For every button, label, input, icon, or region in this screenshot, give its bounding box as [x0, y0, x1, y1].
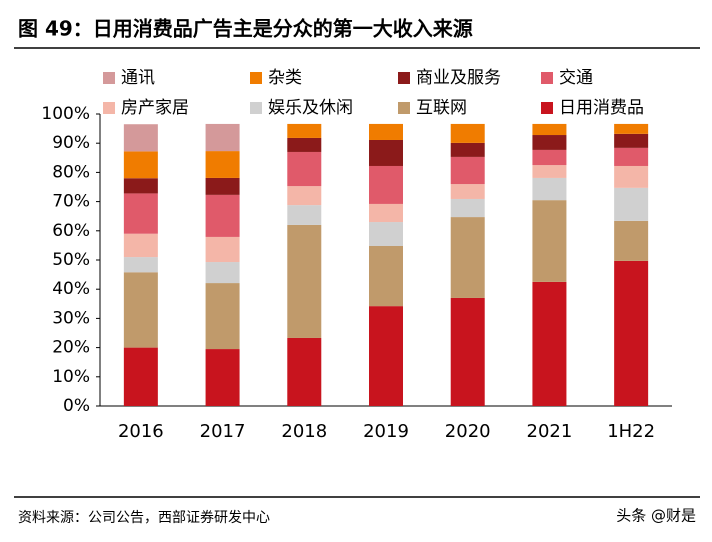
y-tick-label: 0%	[63, 396, 90, 416]
bar-segment	[287, 224, 322, 338]
bar-segment	[205, 236, 240, 263]
x-tick-label: 2019	[363, 421, 409, 442]
bar-segment	[287, 337, 322, 406]
legend-swatch	[103, 72, 115, 84]
bar-segment	[205, 349, 240, 406]
bar-segment	[450, 297, 485, 406]
bar-segment	[614, 133, 649, 148]
x-tick-label: 2020	[445, 421, 491, 442]
legend-swatch	[398, 72, 410, 84]
bar-segment	[205, 283, 240, 350]
bar-segment	[123, 272, 158, 348]
y-tick-label: 50%	[52, 250, 90, 270]
bar-segment	[287, 186, 322, 206]
bar-segment	[205, 177, 240, 195]
legend-swatch	[250, 102, 262, 114]
bar-segment	[369, 139, 403, 166]
legend-label: 交通	[559, 68, 593, 88]
bar-segment	[532, 165, 567, 178]
bar-segment	[123, 193, 158, 234]
bar-segment	[369, 245, 403, 307]
bar-segment	[369, 222, 403, 246]
bar-segment	[614, 260, 649, 406]
bar-segment	[450, 217, 485, 298]
bar-segment	[205, 194, 240, 237]
bar-segment	[532, 135, 567, 150]
y-tick-label: 60%	[52, 221, 90, 241]
y-tick-label: 20%	[52, 338, 90, 358]
legend-label: 互联网	[416, 98, 467, 118]
bar-segment	[123, 178, 158, 194]
y-tick-label: 90%	[52, 133, 90, 153]
y-tick-label: 40%	[52, 279, 90, 299]
bar-segment	[287, 205, 322, 225]
bar-segment	[205, 123, 240, 152]
bar-segment	[614, 187, 649, 221]
legend-label: 娱乐及休闲	[268, 98, 353, 118]
bar-segment	[123, 124, 158, 152]
watermark: 头条 @财是	[616, 507, 696, 525]
legend-swatch	[541, 102, 553, 114]
y-tick-label: 30%	[52, 308, 90, 328]
bar-segment	[532, 200, 567, 282]
bar-segment	[450, 198, 485, 218]
bar-segment	[123, 257, 158, 273]
bar-segment	[614, 123, 649, 134]
legend-label: 商业及服务	[416, 68, 501, 88]
bar-segment	[205, 262, 240, 284]
bar-segment	[532, 177, 567, 201]
bar-segment	[450, 156, 485, 185]
y-tick-label: 100%	[41, 104, 90, 124]
bar-segment	[450, 123, 485, 143]
legend-swatch	[541, 72, 553, 84]
legend-swatch	[103, 102, 115, 114]
x-tick-label: 2016	[118, 421, 164, 442]
bar-segment	[369, 123, 403, 140]
y-tick-label: 10%	[52, 367, 90, 387]
legend-label: 日用消费品	[559, 98, 644, 118]
bar-segment	[369, 306, 403, 406]
legend-label: 通讯	[121, 68, 155, 88]
bar-segment	[205, 151, 240, 178]
y-tick-label: 80%	[52, 162, 90, 182]
bar-segment	[123, 151, 158, 179]
bar-segment	[287, 137, 322, 152]
bar-segment	[450, 142, 485, 157]
bar-segment	[450, 184, 485, 199]
bar-segment	[532, 123, 567, 136]
bar-segment	[614, 220, 649, 261]
bar-segment	[369, 203, 403, 223]
figure-title: 图 49：日用消费品广告主是分众的第一大收入来源	[18, 17, 473, 41]
bar-segment	[614, 147, 649, 166]
legend-label: 房产家居	[121, 98, 189, 118]
bar-segment	[287, 151, 322, 187]
bar-segment	[287, 123, 322, 138]
legend-swatch	[250, 72, 262, 84]
x-tick-label: 2018	[281, 421, 327, 442]
x-tick-label: 2017	[200, 421, 246, 442]
bar-segment	[614, 165, 649, 188]
bar-segment	[532, 149, 567, 166]
bar-segment	[369, 165, 403, 204]
bar-segment	[123, 233, 158, 258]
x-tick-label: 2021	[527, 421, 573, 442]
source: 资料来源：公司公告，西部证券研发中心	[18, 510, 270, 526]
bar-segment	[123, 347, 158, 406]
bar-segment	[532, 281, 567, 406]
y-tick-label: 70%	[52, 192, 90, 212]
legend-swatch	[398, 102, 410, 114]
x-tick-label: 1H22	[607, 421, 655, 442]
legend-label: 杂类	[268, 68, 302, 88]
